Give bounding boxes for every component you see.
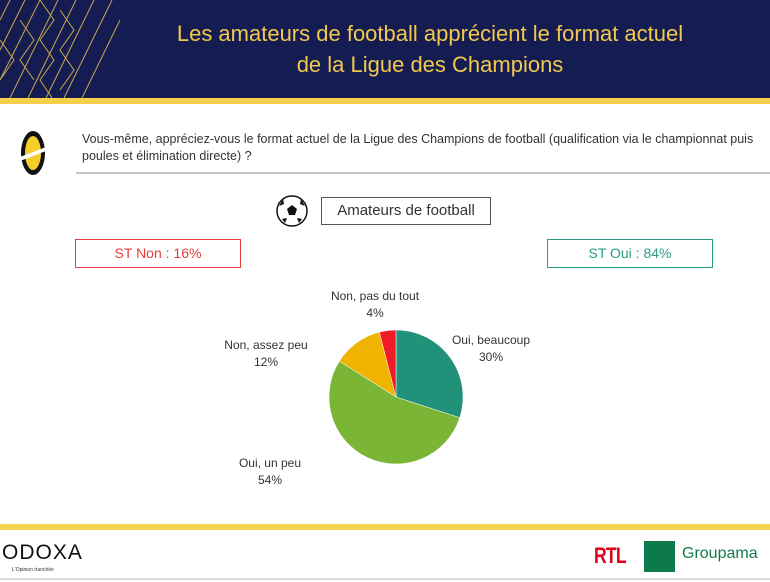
footer-accent-bar	[0, 524, 770, 530]
label-oui-un-peu: Oui, un peu 54%	[225, 455, 315, 489]
segment-label: Amateurs de football	[321, 197, 491, 225]
label-non-pas-du-tout: Non, pas du tout 4%	[310, 288, 440, 322]
odoxa-tagline: L'Opinion tranchée	[12, 567, 54, 573]
slice-label: Non, pas du tout	[330, 289, 420, 303]
groupama-logo-icon	[644, 541, 675, 572]
title-line-1: Les amateurs de football apprécient le f…	[176, 21, 684, 46]
st-non-box: ST Non : 16%	[75, 239, 241, 268]
slice-value: 12%	[253, 355, 279, 369]
football-icon	[276, 195, 308, 227]
footer-divider	[0, 578, 770, 580]
survey-question: Vous-même, appréciez-vous le format actu…	[82, 132, 754, 163]
groupama-logo: Groupama	[682, 545, 758, 562]
slice-value: 30%	[478, 350, 504, 364]
odoxa-logo-icon	[20, 131, 46, 175]
header-accent-bar	[0, 98, 770, 104]
slice-value: 54%	[257, 473, 283, 487]
slice-label: Non, assez peu	[224, 338, 308, 352]
rtl-logo: RTL	[594, 543, 627, 568]
chevron-pattern	[0, 0, 120, 98]
slice-value: 4%	[366, 306, 384, 320]
title-line-2: de la Ligue des Champions	[296, 52, 564, 77]
divider	[76, 172, 770, 174]
slice-label: Oui, un peu	[238, 456, 302, 470]
page-title: Les amateurs de football apprécient le f…	[130, 18, 730, 80]
odoxa-logo: ODOXA	[2, 541, 83, 564]
header-banner: Les amateurs de football apprécient le f…	[0, 0, 770, 98]
pie-slice-oui-un-peu	[328, 360, 461, 465]
label-non-assez-peu: Non, assez peu 12%	[208, 337, 324, 371]
st-oui-box: ST Oui : 84%	[547, 239, 713, 268]
pie-slice-non-assez-peu	[339, 331, 397, 398]
label-oui-beaucoup: Oui, beaucoup 30%	[436, 332, 546, 366]
pie-slice-non-pas-du-tout	[379, 329, 397, 398]
slice-label: Oui, beaucoup	[451, 333, 531, 347]
